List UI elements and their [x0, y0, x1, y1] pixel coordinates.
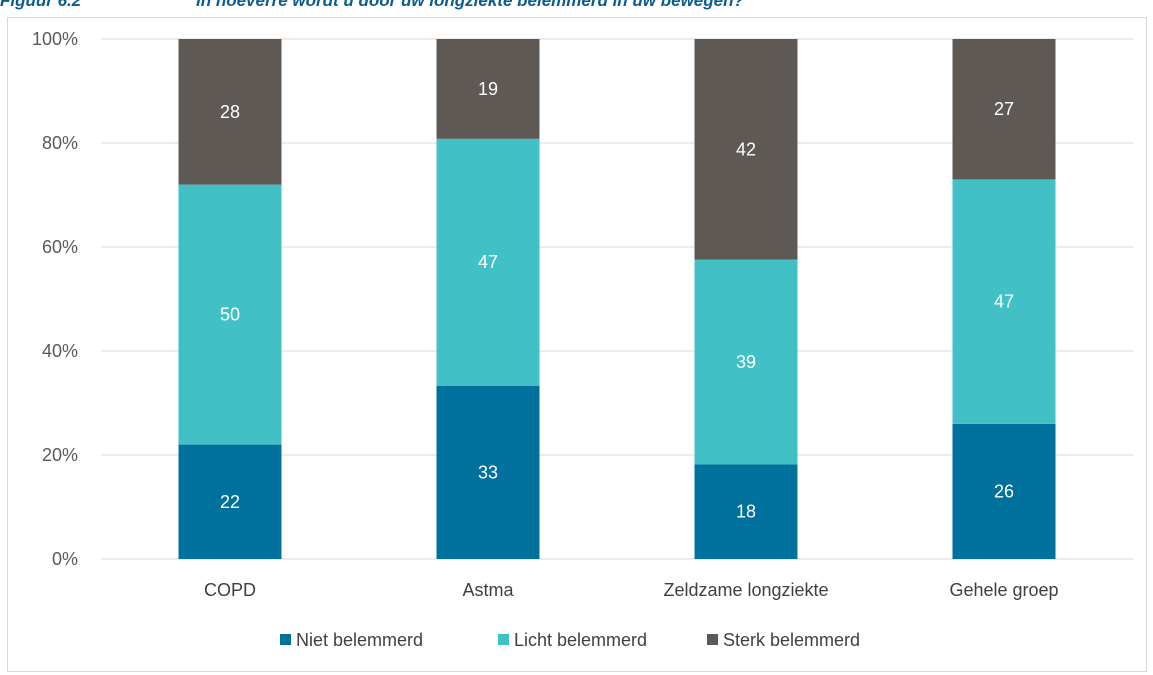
x-category-label: Gehele groep: [949, 580, 1058, 600]
legend-swatch: [280, 634, 291, 645]
data-label: 28: [220, 102, 240, 122]
y-tick-label: 40%: [42, 341, 78, 361]
data-label: 47: [478, 252, 498, 272]
data-label: 26: [994, 481, 1014, 501]
bar-segment: [178, 39, 282, 185]
data-label: 19: [478, 79, 498, 99]
legend-label: Sterk belemmerd: [723, 630, 860, 650]
legend: Niet belemmerd Licht belemmerd Sterk belem…: [280, 630, 860, 650]
figure-caption: Figuur 6.2 In hoeverre wordt u door uw l…: [0, 0, 1153, 13]
data-label: 18: [736, 502, 756, 522]
bar-segment: [952, 39, 1056, 180]
bar-segment: [952, 179, 1056, 424]
bar-segment: [952, 423, 1056, 559]
data-label: 22: [220, 492, 240, 512]
data-label: 50: [220, 305, 240, 325]
bar-segment: [436, 138, 540, 386]
bar-segment: [694, 259, 798, 465]
y-axis: 0% 20% 40% 60% 80% 100%: [32, 29, 78, 569]
legend-label: Niet belemmerd: [296, 630, 423, 650]
bar-segment: [694, 464, 798, 559]
data-label: 42: [736, 139, 756, 159]
y-tick-label: 60%: [42, 237, 78, 257]
data-label: 33: [478, 462, 498, 482]
data-label: 27: [994, 99, 1014, 119]
data-label: 39: [736, 352, 756, 372]
y-tick-label: 20%: [42, 445, 78, 465]
data-label: 47: [994, 292, 1014, 312]
figure-title: In hoeverre wordt u door uw longziekte b…: [196, 0, 744, 10]
x-category-label: Astma: [462, 580, 514, 600]
bar-segment: [694, 39, 798, 260]
y-tick-label: 80%: [42, 133, 78, 153]
bars: 22 50 28 33 47 19 18 39 42 26 47 27: [178, 39, 1056, 559]
legend-swatch: [498, 634, 509, 645]
bar-segment: [436, 385, 540, 559]
y-tick-label: 0%: [52, 549, 78, 569]
x-axis: COPD Astma Zeldzame longziekte Gehele groep: [204, 580, 1059, 600]
y-tick-label: 100%: [32, 29, 78, 49]
bar-segment: [178, 184, 282, 445]
bar-segment: [436, 39, 540, 139]
chart-frame: [7, 17, 1147, 672]
legend-label: Licht belemmerd: [514, 630, 647, 650]
x-category-label: Zeldzame longziekte: [663, 580, 828, 600]
figure-number: Figuur 6.2: [0, 0, 82, 10]
bar-segment: [178, 444, 282, 559]
legend-swatch: [707, 634, 718, 645]
x-category-label: COPD: [204, 580, 256, 600]
